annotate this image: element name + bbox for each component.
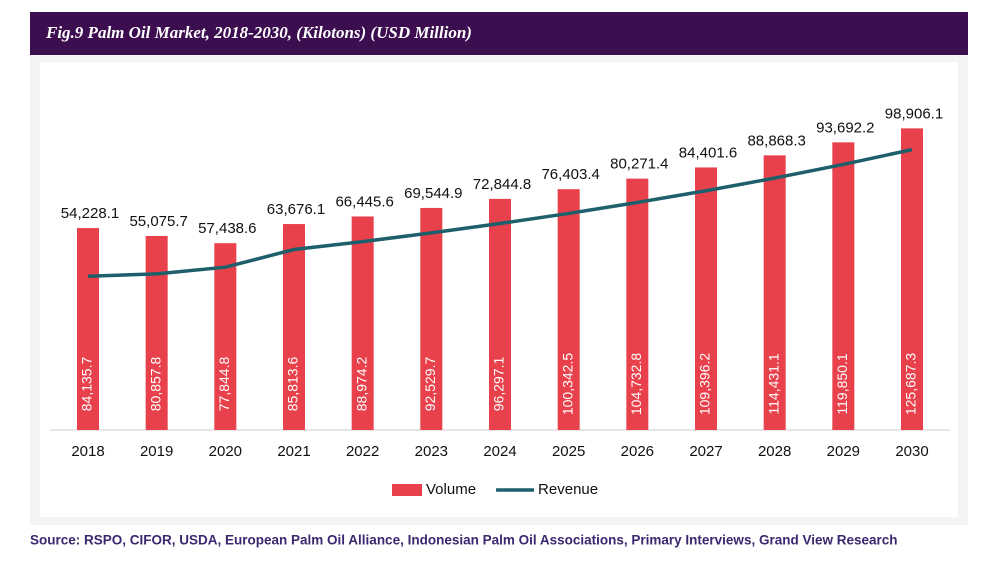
line-label: 54,228.1 bbox=[61, 205, 119, 222]
bar bbox=[763, 155, 786, 430]
x-tick-label: 2019 bbox=[140, 443, 173, 460]
bar bbox=[557, 189, 580, 430]
x-tick-label: 2024 bbox=[483, 443, 516, 460]
chart-title: Fig.9 Palm Oil Market, 2018-2030, (Kilot… bbox=[45, 23, 472, 42]
line-label: 72,844.8 bbox=[473, 176, 531, 193]
bar bbox=[901, 128, 923, 431]
title-bar bbox=[30, 12, 968, 55]
line-label: 76,403.4 bbox=[541, 166, 599, 183]
bar-label: 80,857.8 bbox=[147, 357, 163, 412]
bar-label: 96,297.1 bbox=[491, 357, 507, 412]
bar bbox=[145, 235, 168, 430]
line-label: 63,676.1 bbox=[267, 201, 325, 218]
legend-swatch bbox=[392, 484, 422, 496]
bar-label: 125,687.3 bbox=[903, 353, 919, 415]
x-tick-label: 2022 bbox=[346, 443, 379, 460]
bar-label: 104,732.8 bbox=[628, 353, 644, 415]
bar-label: 114,431.1 bbox=[765, 353, 781, 414]
legend-label: Revenue bbox=[538, 481, 598, 498]
x-tick-label: 2023 bbox=[415, 443, 448, 460]
source: Source: RSPO, CIFOR, USDA, European Palm… bbox=[30, 533, 898, 548]
bar-label: 109,396.2 bbox=[697, 353, 713, 415]
line-label: 88,868.3 bbox=[747, 132, 805, 149]
x-tick-label: 2029 bbox=[827, 443, 860, 460]
bar bbox=[77, 228, 99, 430]
bar-label: 84,135.7 bbox=[79, 357, 95, 412]
bar bbox=[420, 207, 443, 430]
line-label: 55,075.7 bbox=[129, 213, 187, 230]
bar bbox=[489, 198, 511, 430]
line-label: 69,544.9 bbox=[404, 185, 462, 202]
line-label: 80,271.4 bbox=[610, 156, 668, 173]
bar bbox=[283, 224, 305, 430]
bar-label: 77,844.8 bbox=[216, 357, 232, 412]
bar bbox=[214, 243, 237, 430]
x-tick-label: 2021 bbox=[277, 443, 310, 460]
bar bbox=[626, 178, 649, 430]
line-label: 93,692.2 bbox=[816, 119, 874, 136]
line-label: 98,906.1 bbox=[885, 105, 943, 122]
line-label: 57,438.6 bbox=[198, 220, 256, 237]
line bbox=[87, 147, 913, 279]
x-tick-label: 2026 bbox=[621, 443, 654, 460]
x-tick-label: 2020 bbox=[209, 443, 242, 460]
legend-label: Volume bbox=[426, 481, 476, 498]
bar-label: 85,813.6 bbox=[285, 357, 301, 412]
bar-label: 100,342.5 bbox=[559, 353, 575, 415]
line-label: 66,445.6 bbox=[335, 193, 393, 210]
bar-label: 92,529.7 bbox=[422, 357, 438, 412]
bar-label: 119,850.1 bbox=[834, 353, 850, 414]
x-tick-label: 2028 bbox=[758, 443, 791, 460]
line-label: 84,401.6 bbox=[679, 144, 737, 161]
x-tick-label: 2018 bbox=[71, 443, 104, 460]
bar bbox=[832, 142, 855, 431]
bar bbox=[351, 216, 374, 430]
x-tick-label: 2030 bbox=[895, 443, 928, 460]
x-tick-label: 2027 bbox=[689, 443, 722, 460]
bar-label: 88,974.2 bbox=[353, 357, 369, 412]
x-tick-label: 2025 bbox=[552, 443, 585, 460]
bar bbox=[695, 167, 717, 430]
